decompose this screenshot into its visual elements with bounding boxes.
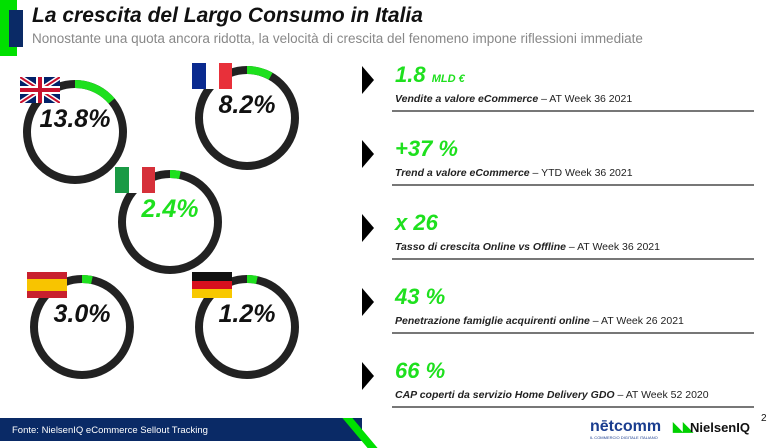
share-value: 1.2%: [218, 300, 276, 328]
arrow-right-icon: [362, 362, 374, 390]
kpi-period: – AT Week 36 2021: [538, 93, 633, 105]
kpi-value: x 26: [395, 210, 438, 236]
divider: [392, 258, 754, 260]
kpi-description: Trend a valore eCommerce – YTD Week 36 2…: [395, 167, 633, 179]
france-flag-icon: [192, 63, 232, 89]
netcomm-logo: nētcomm: [590, 418, 662, 435]
kpi-label: Trend a valore eCommerce: [395, 167, 530, 179]
kpi-label: CAP coperti da servizio Home Delivery GD…: [395, 389, 615, 401]
share-value: 13.8%: [39, 105, 111, 133]
ring-progress: [30, 275, 134, 379]
source-note: Fonte: NielsenIQ eCommerce Sellout Track…: [12, 425, 208, 436]
arrow-right-icon: [362, 288, 374, 316]
arrow-right-icon: [362, 140, 374, 168]
kpi-number: 1.8: [395, 62, 426, 87]
divider: [392, 332, 754, 334]
share-value: 3.0%: [53, 300, 111, 328]
arrow-right-icon: [362, 214, 374, 242]
ring-gauge: [195, 66, 299, 170]
uk-flag-icon: [20, 77, 60, 103]
kpi-number: 66 %: [395, 358, 446, 383]
kpi-period: – AT Week 26 2021: [589, 315, 684, 327]
kpi-label: Tasso di crescita Online vs Offline: [395, 241, 566, 253]
kpi-period: – YTD Week 36 2021: [529, 167, 633, 179]
nielsen-logo: NielsenIQ: [690, 420, 750, 435]
kpi-description: CAP coperti da servizio Home Delivery GD…: [395, 389, 709, 401]
page-title: La crescita del Largo Consumo in Italia: [32, 4, 423, 27]
ring-progress: [195, 66, 299, 170]
italy-flag-icon: [115, 167, 155, 193]
page-number: 2: [761, 413, 767, 424]
ring-gauge: [195, 275, 299, 379]
kpi-number: x 26: [395, 210, 438, 235]
kpi-period: – AT Week 52 2020: [614, 389, 709, 401]
kpi-number: 43 %: [395, 284, 446, 309]
nielsen-logo-icon: ◣◣: [673, 419, 693, 434]
ring-gauge: [118, 170, 222, 274]
kpi-label: Penetrazione famiglie acquirenti online: [395, 315, 590, 327]
ring-progress: [23, 80, 127, 184]
kpi-period: – AT Week 36 2021: [565, 241, 660, 253]
kpi-label: Vendite a valore eCommerce: [395, 93, 539, 105]
ring-italy: 2.4%: [115, 167, 225, 277]
divider: [392, 406, 754, 408]
divider: [392, 110, 754, 112]
footer-bar: [0, 418, 362, 441]
kpi-description: Vendite a valore eCommerce – AT Week 36 …: [395, 93, 632, 105]
kpi-value: 43 %: [395, 284, 445, 310]
kpi-description: Tasso di crescita Online vs Offline – AT…: [395, 241, 660, 253]
accent-bar-navy: [9, 10, 23, 47]
ring-progress: [118, 170, 222, 274]
kpi-number: +37 %: [395, 136, 458, 161]
share-value: 8.2%: [218, 91, 276, 119]
netcomm-tagline: IL COMMERCIO DIGITALE ITALIANO: [590, 435, 658, 440]
kpi-value: 66 %: [395, 358, 445, 384]
ring-progress: [195, 275, 299, 379]
kpi-description: Penetrazione famiglie acquirenti online …: [395, 315, 684, 327]
ring-uk: 13.8%: [20, 77, 130, 187]
spain-flag-icon: [27, 272, 67, 298]
germany-flag-icon: [192, 272, 232, 298]
ring-gauge: [30, 275, 134, 379]
kpi-value: 1.8 MLD €: [395, 62, 465, 88]
kpi-value: +37 %: [395, 136, 458, 162]
divider: [392, 184, 754, 186]
ring-france: 8.2%: [192, 63, 302, 173]
arrow-right-icon: [362, 66, 374, 94]
ring-spain: 3.0%: [27, 272, 137, 382]
ring-gauge: [23, 80, 127, 184]
page-subtitle: Nonostante una quota ancora ridotta, la …: [32, 31, 643, 46]
ring-germany: 1.2%: [192, 272, 302, 382]
share-value: 2.4%: [141, 195, 199, 223]
kpi-unit: MLD €: [431, 73, 465, 85]
